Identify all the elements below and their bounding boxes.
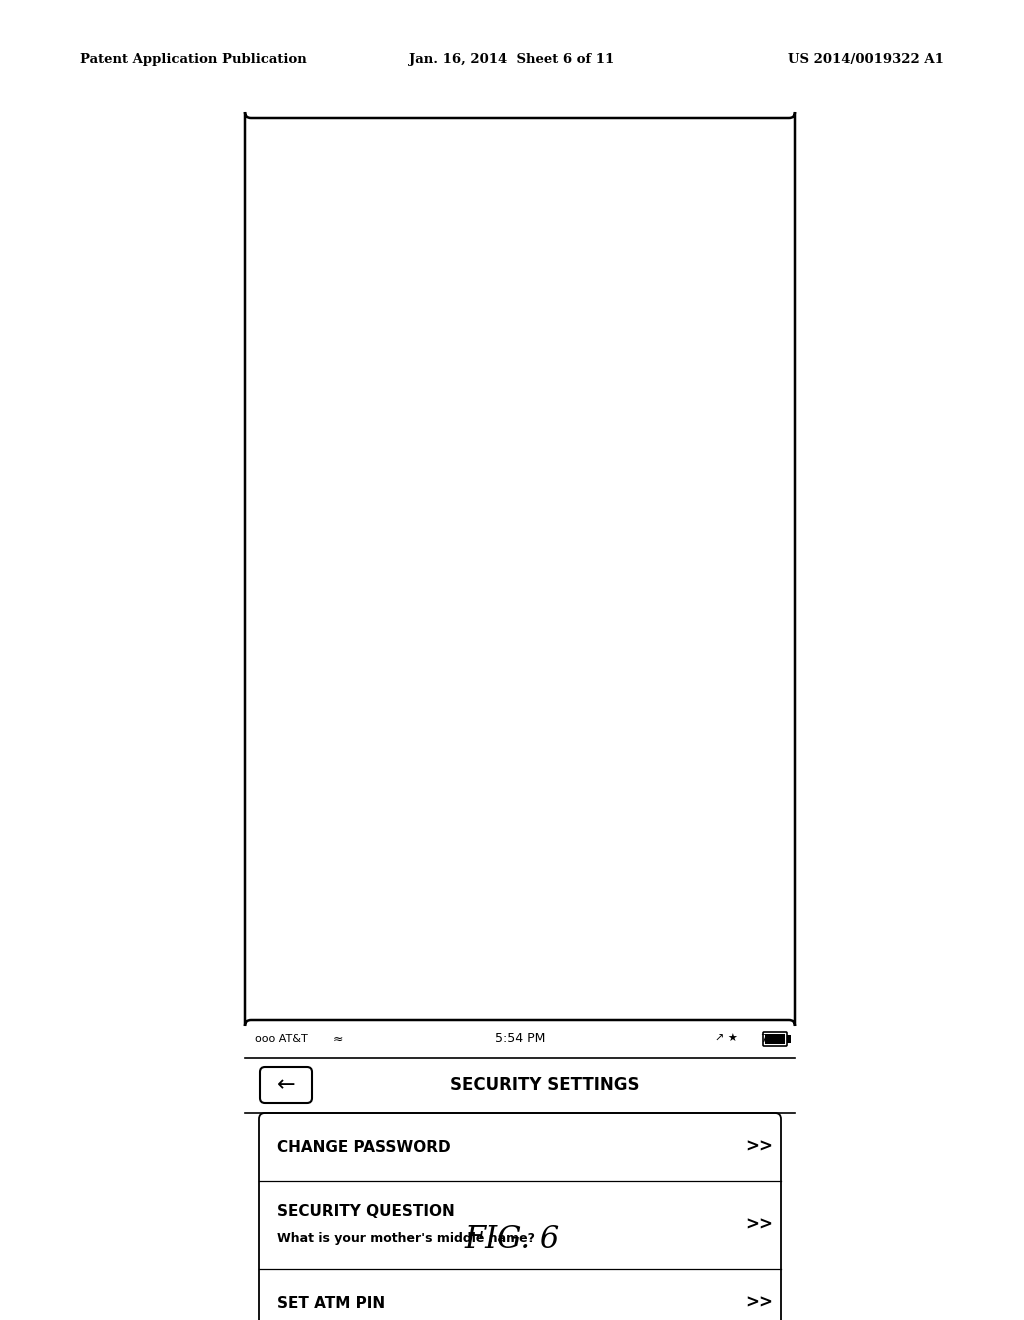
Text: ≈: ≈	[333, 1032, 343, 1045]
Text: ↗ ★: ↗ ★	[715, 1034, 738, 1044]
FancyBboxPatch shape	[260, 1067, 312, 1104]
Text: 75%: 75%	[760, 1034, 785, 1044]
Text: SET ATM PIN: SET ATM PIN	[278, 1295, 385, 1311]
Text: Jan. 16, 2014  Sheet 6 of 11: Jan. 16, 2014 Sheet 6 of 11	[410, 54, 614, 66]
Text: SECURITY SETTINGS: SECURITY SETTINGS	[451, 1077, 640, 1094]
Text: SECURITY QUESTION: SECURITY QUESTION	[278, 1204, 455, 1220]
Text: FIG. 6: FIG. 6	[464, 1225, 560, 1255]
Text: ←: ←	[276, 1074, 295, 1096]
Text: >>: >>	[745, 1138, 773, 1156]
FancyBboxPatch shape	[259, 1113, 781, 1320]
Text: >>: >>	[745, 1216, 773, 1234]
Text: US 2014/0019322 A1: US 2014/0019322 A1	[788, 54, 944, 66]
FancyBboxPatch shape	[245, 112, 795, 1026]
Text: ooo AT&T: ooo AT&T	[255, 1034, 308, 1044]
Text: CHANGE PASSWORD: CHANGE PASSWORD	[278, 1139, 451, 1155]
Bar	[765, 1034, 785, 1044]
FancyBboxPatch shape	[763, 1032, 787, 1045]
Text: What is your mother's middle name?: What is your mother's middle name?	[278, 1232, 535, 1245]
Text: >>: >>	[745, 1294, 773, 1312]
Bar	[787, 1035, 791, 1043]
Text: 5:54 PM: 5:54 PM	[495, 1032, 545, 1045]
Text: Patent Application Publication: Patent Application Publication	[80, 54, 307, 66]
